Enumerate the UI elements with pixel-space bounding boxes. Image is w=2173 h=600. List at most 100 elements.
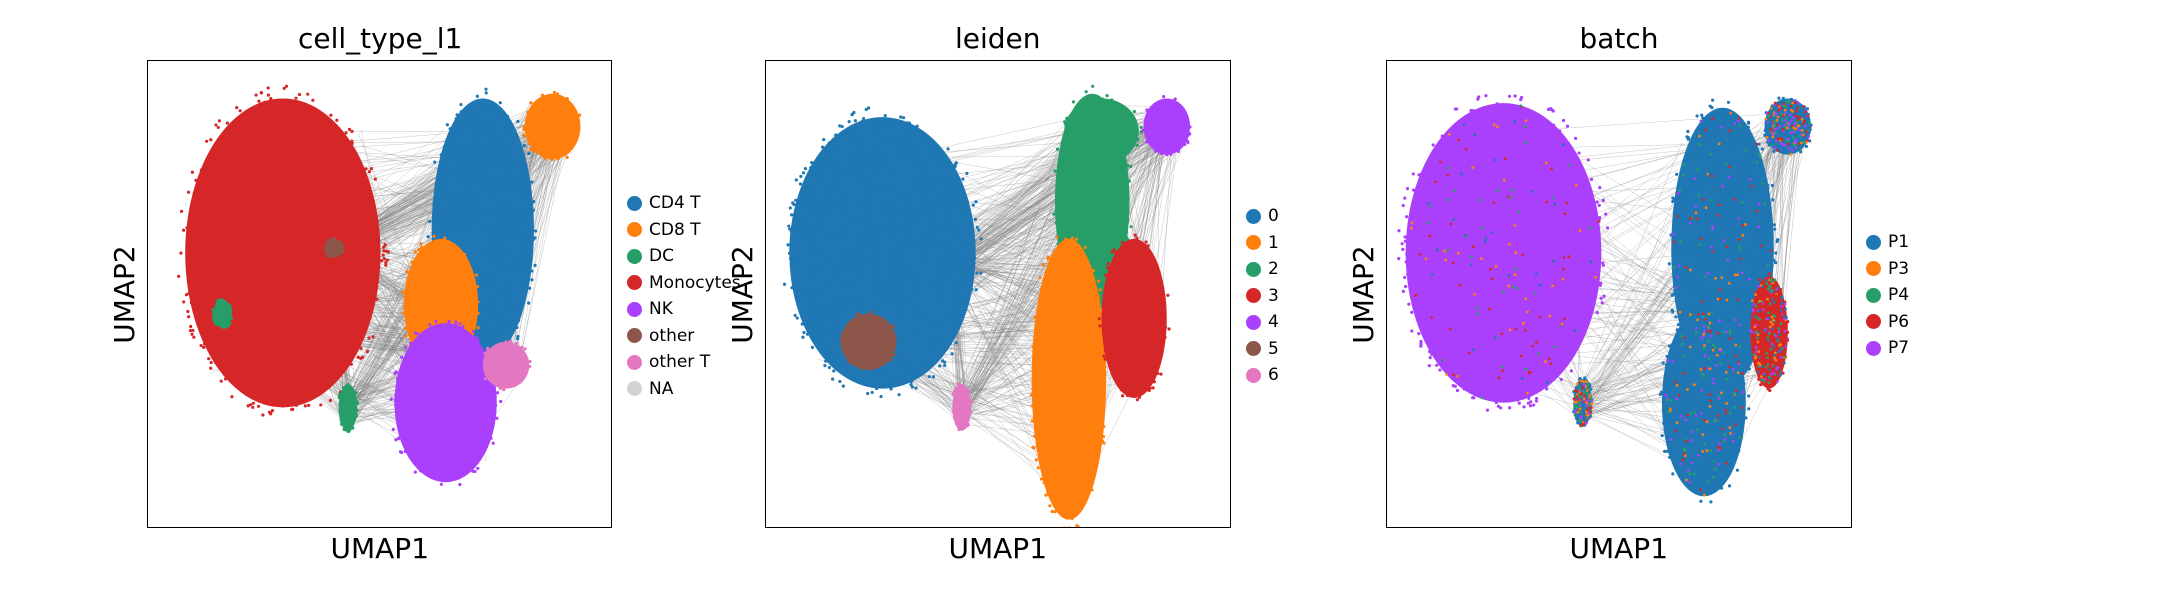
cell-point: [420, 288, 424, 292]
cell-point: [1071, 100, 1076, 104]
cell-point: [1178, 132, 1182, 137]
cell-point: [213, 261, 217, 265]
cell-point: [1120, 167, 1124, 172]
cell-point: [284, 219, 289, 223]
cell-point: [867, 334, 872, 338]
cell-point: [552, 90, 556, 95]
cell-point: [281, 357, 285, 361]
cell-point: [281, 404, 285, 408]
cell-point: [873, 347, 878, 351]
cell-point: [956, 319, 960, 323]
cell-point: [540, 93, 545, 97]
cell-point: [897, 303, 901, 308]
cell-point: [350, 392, 354, 397]
cell-point: [906, 193, 911, 197]
cell-point: [1084, 90, 1088, 94]
cell-point: [1046, 490, 1050, 494]
cell-point: [868, 159, 873, 163]
cell-point: [1078, 116, 1082, 120]
cell-point: [199, 168, 204, 172]
cell-point: [484, 437, 488, 442]
cell-point: [484, 87, 488, 91]
legend-marker: [627, 275, 642, 290]
cell-point: [395, 377, 400, 381]
cell-point: [455, 142, 459, 146]
cell-point: [546, 100, 550, 104]
plot-area: [147, 60, 612, 528]
legend-label: NA: [649, 378, 674, 399]
cell-point: [227, 303, 232, 307]
cell-point: [1084, 295, 1088, 299]
cell-point: [270, 124, 274, 128]
cell-point: [191, 328, 195, 333]
cell-point: [448, 127, 452, 131]
cell-point: [200, 243, 204, 248]
cell-point: [933, 150, 937, 154]
cell-point: [469, 445, 473, 449]
cell-point: [917, 179, 922, 183]
cell-point: [454, 117, 458, 121]
cell-point: [866, 345, 871, 349]
cell-point: [202, 190, 206, 194]
cell-point: [437, 450, 442, 454]
cell-point: [890, 260, 894, 265]
cell-point: [304, 362, 308, 366]
cell-point: [345, 153, 349, 157]
cell-point: [418, 306, 422, 310]
cell-point: [1154, 123, 1158, 127]
cluster-cd8-t: [524, 93, 581, 160]
cell-point: [1081, 173, 1085, 178]
cell-point: [942, 223, 946, 227]
cell-point: [879, 394, 883, 399]
cell-point: [1168, 116, 1172, 120]
cell-point: [498, 386, 503, 390]
cell-point: [471, 445, 476, 449]
cell-point: [971, 271, 975, 276]
cell-point: [873, 371, 877, 375]
cell-point: [522, 125, 526, 129]
cell-point: [495, 344, 499, 348]
cell-point: [527, 301, 531, 305]
cell-point: [1151, 121, 1155, 125]
cell-point: [439, 261, 443, 265]
cell-point: [235, 278, 239, 282]
cell-point: [909, 379, 914, 383]
cell-point: [818, 180, 822, 184]
cell-point: [242, 196, 246, 200]
cell-point: [349, 164, 353, 168]
cell-point: [555, 92, 560, 96]
cell-point: [409, 360, 414, 364]
cell-point: [416, 407, 420, 411]
cell-point: [303, 404, 307, 408]
cell-point: [1046, 445, 1050, 449]
cell-point: [823, 186, 827, 190]
cell-point: [434, 380, 438, 385]
cell-point: [1051, 419, 1056, 423]
cell-point: [556, 157, 560, 161]
cell-point: [870, 390, 874, 395]
cell-point: [349, 326, 354, 330]
cell-point: [496, 378, 500, 382]
cell-point: [565, 96, 569, 101]
cell-point: [863, 229, 868, 233]
cell-point: [527, 151, 531, 156]
cluster-monocytes: [185, 98, 381, 408]
cell-point: [1088, 366, 1092, 371]
cell-point: [831, 377, 835, 381]
cell-point: [403, 295, 407, 299]
cell-point: [428, 367, 432, 371]
cell-point: [393, 371, 397, 375]
cell-point: [357, 344, 361, 348]
cell-point: [825, 257, 830, 261]
cell-point: [475, 138, 479, 142]
cell-point: [813, 230, 817, 234]
cell-point: [801, 229, 805, 234]
cell-point: [1067, 353, 1071, 357]
cell-point: [324, 330, 328, 335]
cell-point: [1126, 148, 1130, 152]
cell-point: [228, 308, 232, 312]
cell-point: [1152, 137, 1156, 141]
cell-point: [460, 225, 464, 229]
cell-point: [1068, 449, 1072, 453]
cell-point: [367, 336, 371, 340]
